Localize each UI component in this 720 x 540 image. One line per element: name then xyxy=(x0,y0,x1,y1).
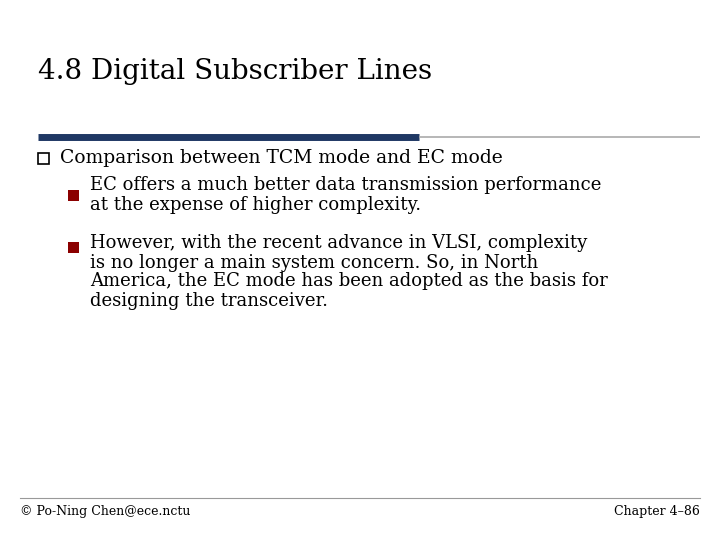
Text: © Po-Ning Chen@ece.nctu: © Po-Ning Chen@ece.nctu xyxy=(20,505,190,518)
Bar xyxy=(68,242,79,253)
Text: 4.8 Digital Subscriber Lines: 4.8 Digital Subscriber Lines xyxy=(38,58,432,85)
Text: America, the EC mode has been adopted as the basis for: America, the EC mode has been adopted as… xyxy=(90,273,608,291)
Text: at the expense of higher complexity.: at the expense of higher complexity. xyxy=(90,195,421,213)
Bar xyxy=(38,152,49,164)
Text: designing the transceiver.: designing the transceiver. xyxy=(90,292,328,309)
Text: is no longer a main system concern. So, in North: is no longer a main system concern. So, … xyxy=(90,253,539,272)
Text: However, with the recent advance in VLSI, complexity: However, with the recent advance in VLSI… xyxy=(90,234,588,253)
Bar xyxy=(68,190,79,200)
Text: EC offers a much better data transmission performance: EC offers a much better data transmissio… xyxy=(90,177,601,194)
Text: Chapter 4–86: Chapter 4–86 xyxy=(614,505,700,518)
Text: Comparison between TCM mode and EC mode: Comparison between TCM mode and EC mode xyxy=(60,149,503,167)
